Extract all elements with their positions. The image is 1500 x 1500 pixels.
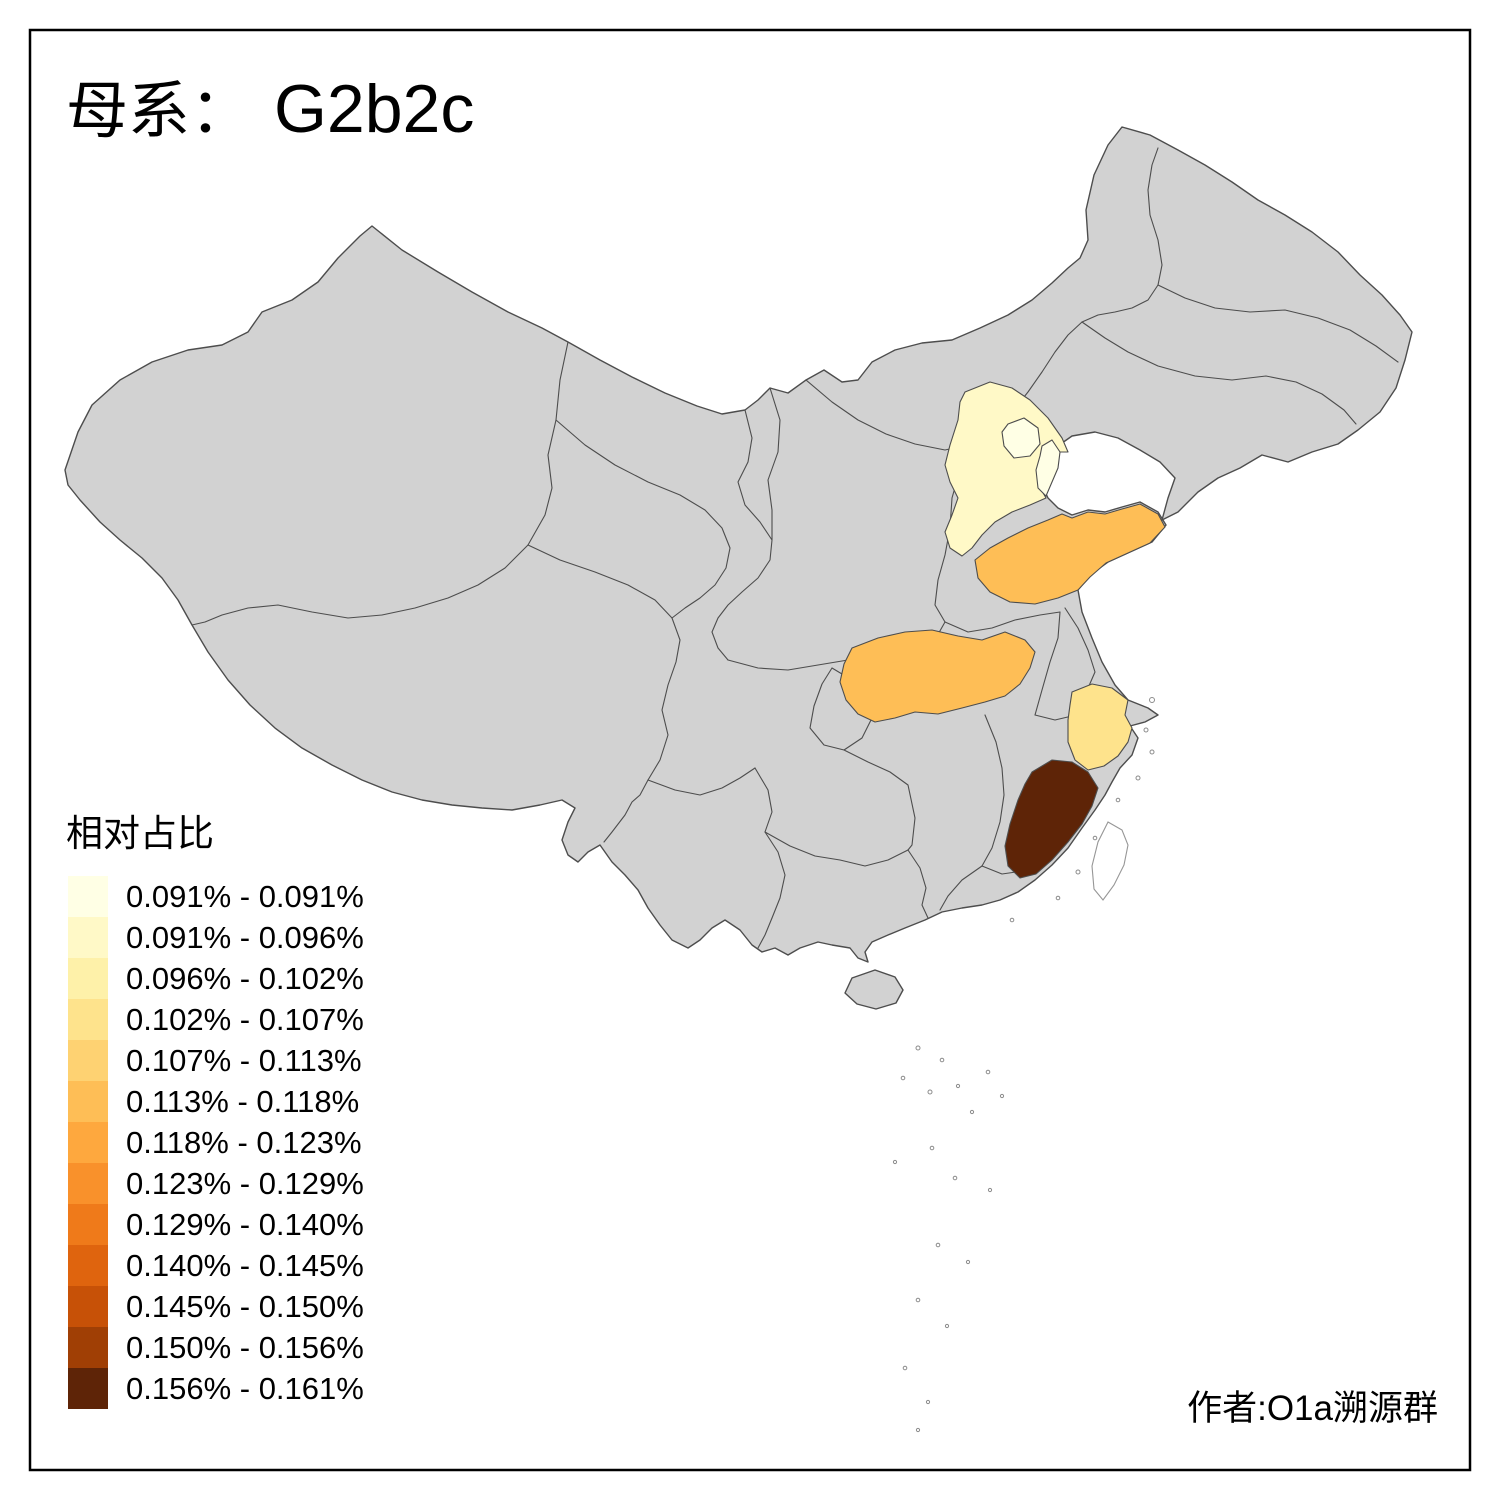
legend-swatch-6 (68, 1081, 108, 1122)
border-qinghai-gansu (555, 419, 731, 619)
islet (965, 1259, 971, 1265)
legend-label-9: 0.129% - 0.140% (126, 1207, 364, 1242)
legend-swatch-2 (68, 917, 108, 958)
legend-label-3: 0.096% - 0.102% (126, 961, 364, 996)
legend-swatch-5 (68, 1040, 108, 1081)
legend-label-11: 0.145% - 0.150% (126, 1289, 364, 1324)
legend-swatch-9 (68, 1204, 108, 1245)
legend: 相对占比 0.091% - 0.091% 0.091% - 0.096% 0.0… (66, 813, 364, 1409)
border-guizhou-guangxi (764, 831, 909, 867)
beijing-region (1001, 417, 1041, 459)
islet (987, 1187, 993, 1193)
border-guizhou-hunan (843, 749, 916, 851)
islet (969, 1109, 975, 1115)
islet (925, 1399, 931, 1405)
islet (915, 1427, 921, 1433)
zhejiang-region (1067, 683, 1133, 771)
legend-swatch-3 (68, 958, 108, 999)
hubei-region (839, 629, 1036, 723)
islet (900, 1075, 906, 1081)
legend-title: 相对占比 (66, 813, 214, 854)
islet (1075, 869, 1081, 875)
islet (939, 1057, 945, 1063)
border-gansu-east (711, 409, 773, 661)
legend-label-12: 0.150% - 0.156% (126, 1330, 364, 1365)
fujian-region (1004, 759, 1099, 879)
legend-label-1: 0.091% - 0.091% (126, 879, 364, 914)
legend-label-6: 0.113% - 0.118% (126, 1084, 359, 1119)
south-china-sea-islets (892, 1045, 1005, 1433)
islet (1143, 727, 1149, 733)
islet (999, 1093, 1005, 1099)
border-henan-anhui (1034, 611, 1061, 716)
legend-swatch-12 (68, 1327, 108, 1368)
legend-swatch-4 (68, 999, 108, 1040)
islet (892, 1159, 898, 1165)
taiwan-island (1091, 821, 1129, 901)
hebei-region (944, 381, 1069, 557)
border-guangxi-guangdong (907, 849, 929, 919)
highlighted-provinces (839, 381, 1166, 879)
credit-text: 作者:O1a溯源群 (1187, 1389, 1438, 1428)
islet (952, 1175, 958, 1181)
legend-label-13: 0.156% - 0.161% (126, 1371, 364, 1406)
islet (1009, 917, 1015, 923)
border-yunnan-guizhou (754, 767, 773, 833)
islet (935, 1242, 941, 1248)
border-jiangxi-anhui (1034, 714, 1073, 721)
legend-swatch-8 (68, 1163, 108, 1204)
legend-label-8: 0.123% - 0.129% (126, 1166, 364, 1201)
border-hunan-guangdong (939, 865, 983, 911)
islet (1135, 775, 1141, 781)
border-ningxia (767, 387, 781, 541)
shandong-region (974, 503, 1166, 605)
legend-swatch-10 (68, 1245, 108, 1286)
islet (1115, 797, 1121, 803)
border-yunnan-guangxi (757, 831, 786, 949)
border-jiangsu-anhui (1064, 607, 1096, 696)
islet (1149, 697, 1155, 703)
legend-label-4: 0.102% - 0.107% (126, 1002, 364, 1037)
border-heilongjiang-jilin (1157, 284, 1399, 363)
border-hunan-jiangxi (981, 714, 1005, 867)
islet (1149, 749, 1155, 755)
border-sichuan-yunnan (647, 767, 756, 796)
islet (902, 1365, 908, 1371)
islet (1092, 835, 1098, 841)
islet (944, 1323, 950, 1329)
border-jilin-liaoning (1081, 321, 1357, 425)
figure-border (28, 28, 1472, 1472)
border-tibet (527, 544, 681, 843)
legend-swatch-11 (68, 1286, 108, 1327)
islet (927, 1089, 933, 1095)
china-mainland-outline (64, 126, 1413, 963)
border-inner-mongolia-south (805, 147, 1163, 451)
tianjin-region (1035, 439, 1061, 497)
islet (915, 1297, 921, 1303)
border-jiangxi-guangdong (981, 865, 1017, 875)
legend-label-5: 0.107% - 0.113% (126, 1043, 362, 1078)
islet (1055, 895, 1061, 901)
legend-label-10: 0.140% - 0.145% (126, 1248, 364, 1283)
legend-swatch-13 (68, 1368, 108, 1409)
islet (915, 1045, 921, 1051)
map-title-haplogroup: G2b2c (274, 71, 474, 147)
coastal-islets (1009, 697, 1155, 923)
border-shanxi-henan (944, 611, 1061, 633)
border-xinjiang (191, 341, 569, 626)
hainan-island (844, 969, 904, 1010)
legend-swatch-1 (68, 876, 108, 917)
islet (985, 1069, 991, 1075)
legend-label-7: 0.118% - 0.123% (126, 1125, 362, 1160)
legend-swatch-7 (68, 1122, 108, 1163)
islet (929, 1145, 935, 1151)
legend-label-2: 0.091% - 0.096% (126, 920, 364, 955)
map-title-label: 母系： (66, 77, 252, 146)
islet (955, 1083, 961, 1089)
